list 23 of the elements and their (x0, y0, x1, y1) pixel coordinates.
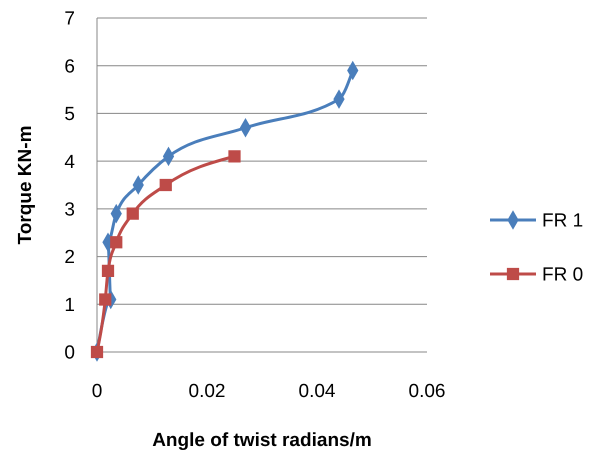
legend-label: FR 0 (542, 264, 584, 286)
x-tick-label: 0 (92, 381, 102, 402)
y-tick-label: 1 (64, 294, 75, 316)
y-tick-label: 7 (64, 8, 75, 30)
x-tick-label: 0.02 (188, 381, 226, 402)
y-tick-label: 6 (64, 56, 75, 78)
point (90, 346, 104, 358)
point (102, 264, 114, 278)
point (160, 178, 172, 192)
point (126, 208, 139, 220)
y-tick-label: 5 (64, 104, 75, 126)
y-tick-label: 4 (64, 152, 76, 173)
legend-label: FR 1 (542, 210, 584, 232)
x-tick-label: 0.04 (298, 381, 336, 402)
y-tick-label: 3 (64, 200, 75, 221)
y-tick-label: 2 (64, 247, 75, 268)
y-axis-title: Torque KN-m (15, 126, 36, 244)
y-tick-label: 0 (64, 342, 75, 364)
x-axis-title: Angle of twist radians/m (152, 430, 372, 451)
point (110, 236, 122, 248)
point (99, 293, 112, 306)
point (228, 150, 241, 162)
x-tick-label: 0.06 (408, 381, 446, 402)
